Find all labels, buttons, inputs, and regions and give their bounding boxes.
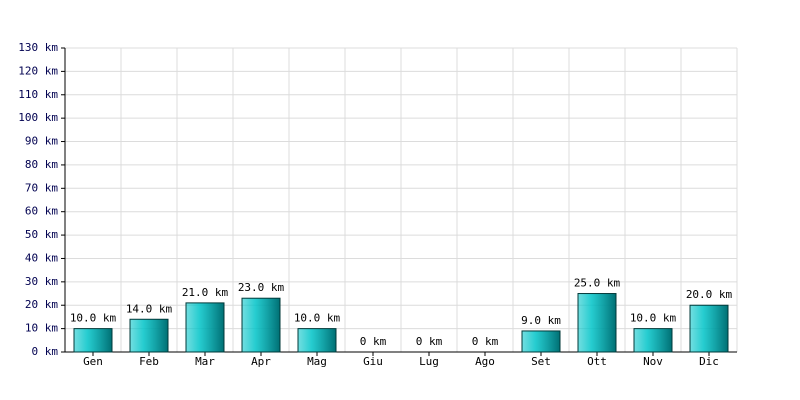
value-label: 10.0 km	[630, 312, 677, 325]
y-tick-label: 60 km	[25, 205, 58, 218]
x-tick-label: Ott	[587, 355, 607, 368]
y-tick-label: 40 km	[25, 251, 58, 264]
y-tick-label: 50 km	[25, 228, 58, 241]
value-label: 10.0 km	[70, 312, 117, 325]
value-label: 0 km	[360, 335, 387, 348]
y-tick-label: 30 km	[25, 275, 58, 288]
x-tick-label: Gen	[83, 355, 103, 368]
x-tick-label: Dic	[699, 355, 719, 368]
value-label: 0 km	[472, 335, 499, 348]
bar	[73, 328, 113, 353]
y-tick-label: 0 km	[32, 345, 59, 358]
value-label: 10.0 km	[294, 312, 341, 325]
y-tick-label: 70 km	[25, 181, 58, 194]
bar	[185, 302, 225, 353]
x-tick-label: Mar	[195, 355, 215, 368]
y-tick-label: 20 km	[25, 298, 58, 311]
y-tick-label: 120 km	[18, 64, 58, 77]
value-label: 25.0 km	[574, 277, 621, 290]
bar	[129, 318, 169, 353]
x-tick-label: Mag	[307, 355, 327, 368]
y-tick-label: 130 km	[18, 41, 58, 54]
bar	[521, 330, 561, 353]
x-tick-label: Ago	[475, 355, 495, 368]
value-label: 21.0 km	[182, 286, 229, 299]
y-tick-label: 110 km	[18, 88, 58, 101]
value-label: 14.0 km	[126, 302, 173, 315]
x-tick-label: Lug	[419, 355, 439, 368]
y-tick-label: 100 km	[18, 111, 58, 124]
value-label: 9.0 km	[521, 314, 561, 327]
bar	[689, 304, 729, 353]
y-tick-label: 80 km	[25, 158, 58, 171]
y-tick-label: 10 km	[25, 322, 58, 335]
x-tick-label: Nov	[643, 355, 663, 368]
x-tick-label: Apr	[251, 355, 271, 368]
bar	[297, 328, 337, 353]
value-label: 0 km	[416, 335, 443, 348]
x-tick-label: Giu	[363, 355, 383, 368]
bar	[633, 328, 673, 353]
value-label: 23.0 km	[238, 281, 285, 294]
x-tick-label: Set	[531, 355, 551, 368]
x-tick-label: Feb	[139, 355, 159, 368]
bar	[577, 293, 617, 353]
bar	[241, 297, 281, 353]
value-label: 20.0 km	[686, 288, 733, 301]
y-tick-label: 90 km	[25, 135, 58, 148]
